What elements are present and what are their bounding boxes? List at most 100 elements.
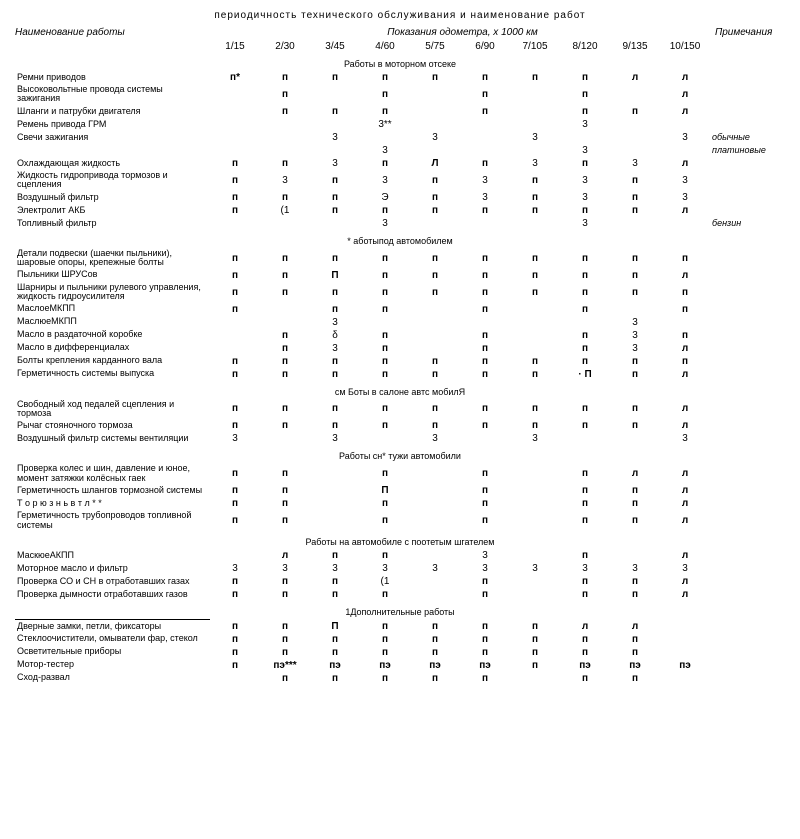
table-row: МаслоеМКППпппппп: [15, 303, 785, 316]
cell-value: [410, 84, 460, 105]
cell-value: п: [260, 620, 310, 633]
cell-value: [210, 342, 260, 355]
cell-value: п: [460, 303, 510, 316]
cell-value: п: [210, 633, 260, 646]
cell-value: п: [210, 588, 260, 601]
row-note: [710, 549, 785, 562]
col-2-30: 2/30: [260, 40, 310, 53]
cell-value: л: [610, 463, 660, 484]
cell-value: [410, 105, 460, 118]
table-row: Топливный фильтр33бензин: [15, 217, 785, 230]
cell-value: п: [610, 575, 660, 588]
cell-value: л: [660, 510, 710, 531]
cell-value: п: [360, 463, 410, 484]
cell-value: [260, 131, 310, 144]
table-row: Ремни приводовп*ппппппплл: [15, 71, 785, 84]
cell-value: п: [610, 269, 660, 282]
cell-value: п: [460, 575, 510, 588]
work-name: Масло в дифференциалах: [15, 342, 210, 355]
cell-value: п: [560, 269, 610, 282]
cell-value: пэ: [360, 659, 410, 672]
col-5-75: 5/75: [410, 40, 460, 53]
cell-value: 3: [360, 144, 410, 157]
cell-value: л: [560, 620, 610, 633]
table-row: Рычаг стояночного тормозапппппппппл: [15, 419, 785, 432]
cell-value: [510, 118, 560, 131]
cell-value: П: [310, 269, 360, 282]
cell-value: п: [360, 84, 410, 105]
cell-value: [510, 575, 560, 588]
cell-value: 3: [310, 562, 360, 575]
cell-value: п: [460, 368, 510, 381]
cell-value: 3: [510, 131, 560, 144]
cell-value: [460, 217, 510, 230]
table-row: Герметичность трубопроводов топливной си…: [15, 510, 785, 531]
cell-value: [210, 316, 260, 329]
cell-value: 3: [560, 144, 610, 157]
cell-value: п: [210, 269, 260, 282]
cell-value: [510, 497, 560, 510]
cell-value: [460, 131, 510, 144]
cell-value: п: [260, 575, 310, 588]
cell-value: п: [310, 633, 360, 646]
cell-value: п: [210, 419, 260, 432]
work-name: Болты крепления карданного вала: [15, 355, 210, 368]
cell-value: п: [360, 355, 410, 368]
work-name: [15, 144, 210, 157]
cell-value: [510, 329, 560, 342]
cell-value: 3: [660, 191, 710, 204]
row-note: [710, 170, 785, 191]
cell-value: δ: [310, 329, 360, 342]
work-name: Детали подвески (шаечки пыльники), шаров…: [15, 248, 210, 269]
cell-value: П: [310, 620, 360, 633]
cell-value: [310, 144, 360, 157]
table-row: Свечи зажигания3333обычные: [15, 131, 785, 144]
cell-value: [660, 144, 710, 157]
work-name: Шарниры и пыльники рулевого управления, …: [15, 282, 210, 303]
cell-value: п: [460, 204, 510, 217]
cell-value: п: [210, 463, 260, 484]
cell-value: [410, 144, 460, 157]
cell-value: п: [560, 329, 610, 342]
cell-value: [510, 549, 560, 562]
cell-value: 3: [460, 191, 510, 204]
work-name: Проверка СО и СН в отработавших газах: [15, 575, 210, 588]
cell-value: л: [610, 620, 660, 633]
column-header-row: 1/15 2/30 3/45 4/60 5/75 6/90 7/105 8/12…: [15, 40, 785, 53]
cell-value: [410, 549, 460, 562]
table-row: Масло в дифференциалахп3ппп3л: [15, 342, 785, 355]
cell-value: 3: [360, 562, 410, 575]
cell-value: (1: [360, 575, 410, 588]
cell-value: п: [260, 71, 310, 84]
cell-value: п: [560, 71, 610, 84]
cell-value: [410, 484, 460, 497]
row-note: бензин: [710, 217, 785, 230]
cell-value: п: [210, 497, 260, 510]
row-note: [710, 368, 785, 381]
cell-value: п: [310, 549, 360, 562]
cell-value: п: [510, 419, 560, 432]
cell-value: п: [460, 329, 510, 342]
cell-value: п: [410, 355, 460, 368]
cell-value: п: [410, 399, 460, 420]
row-note: [710, 71, 785, 84]
cell-value: 3: [560, 217, 610, 230]
cell-value: [410, 303, 460, 316]
col-4-60: 4/60: [360, 40, 410, 53]
cell-value: [310, 118, 360, 131]
cell-value: пэ: [560, 659, 610, 672]
cell-value: [210, 329, 260, 342]
cell-value: [510, 463, 560, 484]
cell-value: п: [310, 399, 360, 420]
table-row: Осветительные приборыппппппппп: [15, 646, 785, 659]
cell-value: п: [560, 646, 610, 659]
cell-value: [260, 316, 310, 329]
cell-value: п: [510, 620, 560, 633]
cell-value: [460, 316, 510, 329]
cell-value: п: [210, 659, 260, 672]
cell-value: [610, 144, 660, 157]
cell-value: [210, 672, 260, 685]
cell-value: [610, 217, 660, 230]
table-row: Свободный ход педалей сцепления и тормоз…: [15, 399, 785, 420]
cell-value: п: [360, 419, 410, 432]
